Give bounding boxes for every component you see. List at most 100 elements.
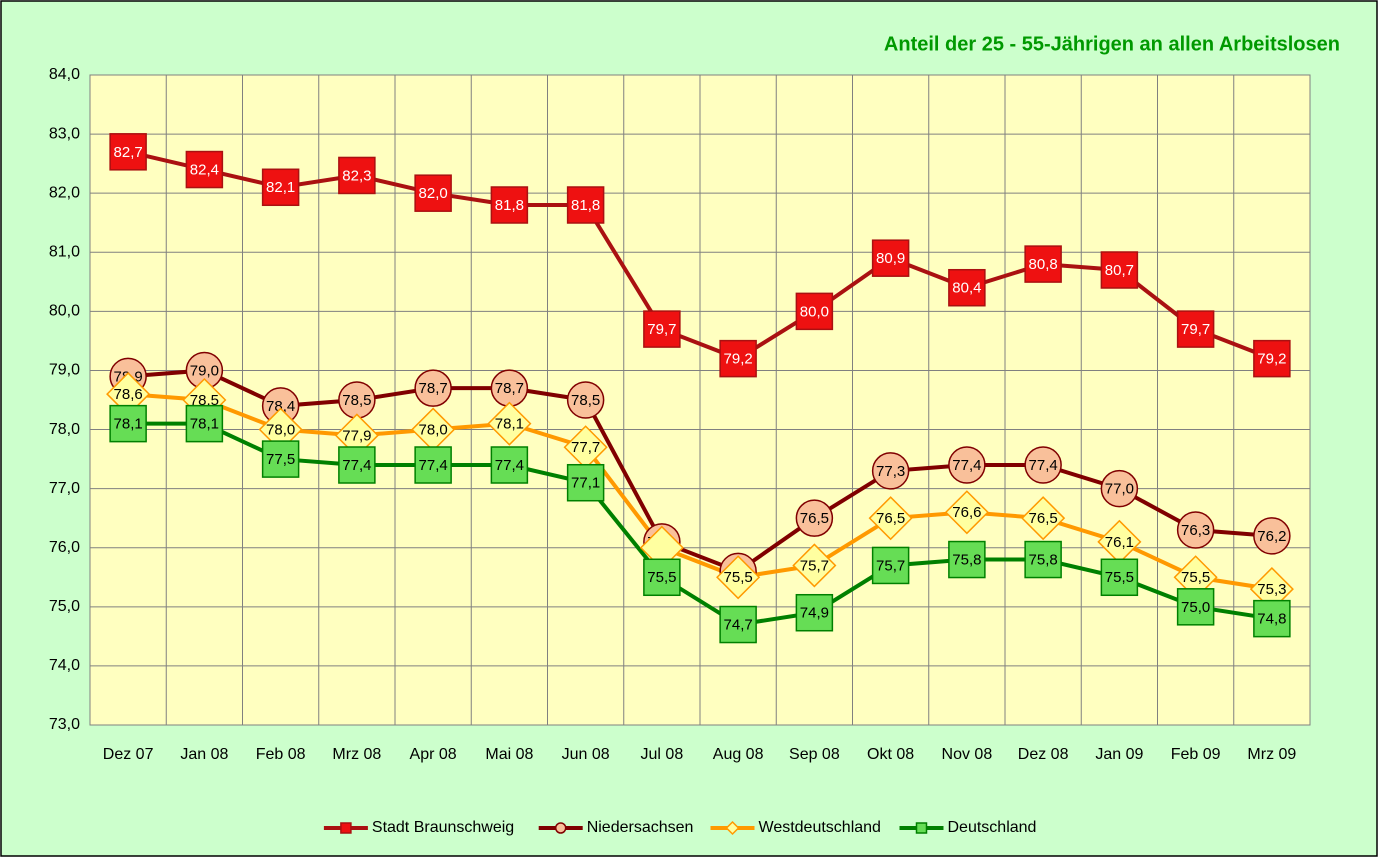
value-label: 78,5	[571, 392, 600, 409]
value-label: 75,7	[800, 557, 829, 574]
value-label: 78,7	[495, 380, 524, 397]
value-label: 77,9	[342, 427, 371, 444]
data-point	[871, 452, 910, 490]
value-label: 79,2	[1257, 351, 1286, 368]
value-label: 80,7	[1105, 262, 1134, 279]
x-tick-label: Aug 08	[713, 746, 764, 763]
data-point	[566, 186, 605, 224]
data-point	[414, 369, 452, 407]
value-label: 76,5	[1029, 510, 1058, 527]
value-label: 82,3	[342, 167, 371, 184]
series-line	[127, 392, 1273, 592]
y-tick-label: 84,0	[49, 66, 80, 83]
value-label: 78,1	[495, 416, 524, 433]
data-point	[1253, 599, 1291, 638]
value-label: 75,5	[647, 569, 676, 586]
value-label: 78,0	[266, 422, 295, 439]
data-point	[490, 446, 529, 484]
x-tick-label: Apr 08	[410, 746, 457, 763]
value-label: 76,5	[800, 510, 829, 527]
chart-title: Anteil der 25 - 55-Jährigen an allen Arb…	[884, 33, 1340, 55]
value-label: 82,7	[114, 144, 143, 161]
series-line	[127, 149, 1273, 361]
value-label: 77,0	[1105, 481, 1134, 498]
value-label: 75,0	[1181, 599, 1210, 616]
x-tick-label: Mrz 08	[332, 746, 381, 763]
data-point	[948, 446, 986, 484]
value-label: 77,1	[571, 475, 600, 492]
value-label: 81,8	[571, 197, 600, 214]
data-point	[109, 133, 147, 171]
value-label: 74,7	[724, 617, 753, 634]
value-label: 75,5	[1105, 569, 1134, 586]
data-point	[792, 543, 837, 588]
data-point	[948, 540, 986, 579]
x-tick-label: Okt 08	[867, 746, 914, 763]
legend-label: Westdeutschland	[759, 819, 881, 836]
value-label: 79,7	[647, 321, 676, 338]
data-point	[795, 292, 834, 331]
data-point	[185, 404, 224, 443]
data-point	[566, 381, 605, 419]
value-label: 78,1	[190, 416, 219, 433]
value-label: 82,0	[419, 185, 448, 202]
y-tick-label: 78,0	[49, 421, 80, 438]
legend-label: Niedersachsen	[587, 819, 694, 836]
legend-marker	[554, 822, 567, 834]
value-label: 75,8	[952, 552, 981, 569]
data-point	[795, 593, 834, 632]
value-label: 75,5	[724, 569, 753, 586]
series-line	[127, 368, 1273, 574]
legend-marker	[725, 820, 740, 836]
data-point	[261, 168, 300, 207]
data-point	[1100, 558, 1139, 597]
value-label: 80,4	[952, 280, 981, 297]
value-label: 76,5	[876, 510, 905, 527]
y-tick-label: 73,0	[49, 716, 80, 733]
value-label: 79,7	[1181, 321, 1210, 338]
data-point	[566, 463, 605, 502]
x-tick-label: Jun 08	[562, 746, 610, 763]
legend-label: Stadt Braunschweig	[372, 819, 514, 836]
data-point	[871, 546, 910, 585]
legend-label: Deutschland	[948, 819, 1037, 836]
value-label: 76,2	[1257, 528, 1286, 545]
data-point	[1253, 517, 1291, 555]
y-tick-label: 83,0	[49, 125, 80, 142]
x-tick-label: Dez 08	[1018, 746, 1069, 763]
data-point	[1024, 446, 1062, 484]
data-point	[643, 558, 681, 597]
value-label: 75,7	[876, 557, 905, 574]
data-point	[1253, 339, 1291, 378]
data-point	[109, 404, 147, 443]
y-tick-label: 80,0	[49, 303, 80, 320]
value-label: 76,1	[1105, 534, 1134, 551]
value-label: 82,4	[190, 162, 219, 179]
value-label: 80,9	[876, 250, 905, 267]
series-line	[128, 421, 1273, 627]
x-tick-label: Jul 08	[641, 746, 684, 763]
x-tick-label: Feb 08	[256, 746, 306, 763]
y-tick-label: 77,0	[49, 480, 80, 497]
y-tick-label: 75,0	[49, 598, 80, 615]
value-label: 81,8	[495, 197, 524, 214]
value-label: 74,9	[800, 605, 829, 622]
data-point	[414, 174, 452, 212]
value-label: 77,5	[266, 451, 295, 468]
data-point	[1024, 540, 1062, 579]
data-point	[719, 339, 757, 378]
value-label: 78,4	[266, 398, 295, 415]
data-point	[868, 496, 913, 541]
data-point	[1021, 496, 1066, 541]
value-label: 80,0	[800, 303, 829, 320]
data-point	[1176, 511, 1215, 549]
data-point	[1176, 310, 1215, 348]
data-point	[1100, 469, 1139, 508]
x-tick-label: Dez 07	[103, 746, 154, 763]
data-point	[643, 310, 681, 348]
data-point	[487, 401, 532, 446]
x-tick-label: Sep 08	[789, 746, 840, 763]
value-label: 78,5	[342, 392, 371, 409]
y-tick-label: 76,0	[49, 539, 80, 556]
